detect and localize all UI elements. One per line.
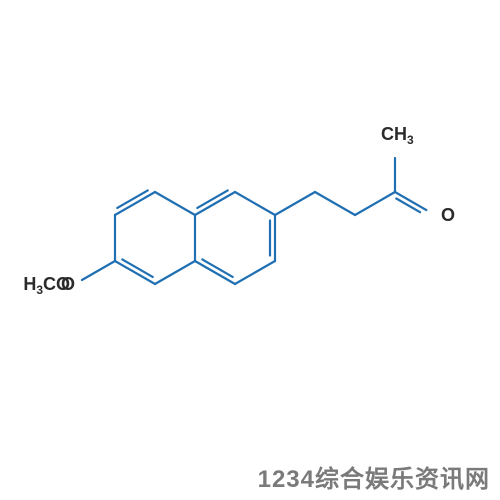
svg-text:CH3: CH3 [381, 124, 414, 147]
svg-text:O: O [441, 205, 455, 225]
molecule-svg: OCH3OH3CO [0, 0, 500, 500]
chemical-diagram: OCH3OH3CO [0, 0, 500, 500]
svg-text:H3CO: H3CO [23, 274, 70, 297]
